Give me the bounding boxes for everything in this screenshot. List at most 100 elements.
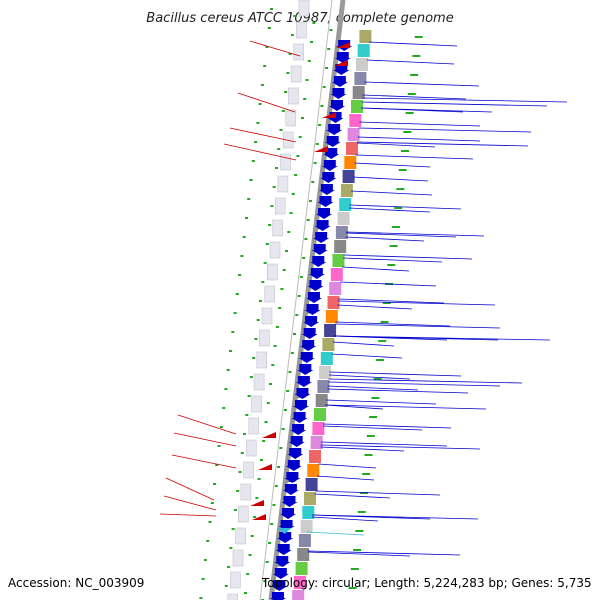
- marker-dash: [401, 150, 409, 152]
- reverse-track-box: [243, 461, 254, 479]
- marker-dash: [235, 293, 239, 295]
- forward-gene-leader: [357, 136, 481, 142]
- reverse-track-box: [296, 21, 307, 39]
- label-line-layer: [159, 40, 568, 557]
- reverse-track-box: [288, 87, 299, 105]
- gene-category-block: [324, 324, 337, 337]
- marker-dash: [310, 41, 314, 43]
- marker-dash: [244, 592, 247, 594]
- reverse-track-box: [230, 571, 241, 589]
- forward-gene-leader: [361, 107, 493, 113]
- feature-layer: [250, 30, 372, 600]
- gene-category-block: [359, 30, 372, 43]
- marker-dash: [304, 238, 308, 240]
- forward-gene-arrow: [320, 172, 337, 183]
- forward-gene-leader: [325, 404, 384, 410]
- marker-dash: [263, 65, 267, 67]
- reverse-gene-arrow: [258, 464, 272, 470]
- marker-dash: [311, 181, 315, 183]
- forward-gene-arrow: [313, 232, 330, 243]
- marker-dash: [398, 169, 407, 171]
- forward-gene-leader: [333, 335, 551, 341]
- forward-gene-arrow: [287, 448, 304, 459]
- forward-gene-leader: [316, 475, 375, 481]
- marker-dash: [293, 15, 297, 17]
- marker-dash: [306, 219, 310, 221]
- marker-dash: [313, 162, 317, 164]
- marker-dash: [369, 416, 378, 418]
- forward-gene-leader: [349, 207, 431, 213]
- marker-dash: [265, 46, 269, 48]
- marker-dash: [233, 312, 237, 314]
- marker-dash: [285, 250, 288, 252]
- gene-category-block: [356, 58, 368, 71]
- marker-dash: [226, 369, 230, 371]
- forward-gene-leader: [362, 97, 568, 103]
- marker-dash: [253, 516, 257, 518]
- forward-gene-arrow: [308, 268, 325, 279]
- reverse-gene-arrow: [334, 60, 348, 66]
- reverse-track-box: [238, 505, 249, 523]
- marker-dash: [215, 464, 219, 466]
- marker-dash: [286, 72, 290, 74]
- marker-dash: [396, 188, 405, 190]
- gene-category-block: [346, 142, 358, 155]
- marker-dash: [222, 407, 226, 409]
- forward-gene-leader: [346, 231, 485, 237]
- forward-gene-arrow: [311, 244, 328, 255]
- reverse-track-box: [261, 307, 273, 325]
- marker-dash: [298, 136, 302, 138]
- gene-category-block: [325, 310, 338, 323]
- forward-gene-arrow: [334, 52, 351, 63]
- forward-gene-leader: [337, 304, 413, 310]
- marker-dash: [329, 29, 333, 31]
- marker-dash: [305, 79, 309, 81]
- marker-dash: [318, 124, 322, 126]
- marker-dash: [295, 314, 299, 316]
- gene-category-block: [293, 576, 306, 589]
- marker-dash: [280, 288, 284, 290]
- marker-dash: [288, 53, 292, 55]
- marker-dash: [284, 91, 288, 93]
- marker-dash: [254, 338, 258, 340]
- marker-dash: [355, 530, 364, 532]
- reverse-track-box: [232, 549, 244, 567]
- forward-gene-leader: [320, 446, 405, 452]
- reverse-track-box: [251, 395, 262, 413]
- gene-category-block: [327, 296, 340, 309]
- gene-category-block: [297, 548, 310, 561]
- forward-gene-leader: [352, 176, 429, 182]
- gene-category-block: [352, 86, 365, 99]
- marker-dash: [263, 262, 267, 264]
- gene-category-block: [309, 450, 321, 463]
- marker-dash: [289, 212, 293, 214]
- marker-dash: [288, 371, 292, 373]
- reverse-track-box: [264, 285, 275, 303]
- marker-dash: [249, 376, 253, 378]
- marker-dash: [256, 122, 260, 124]
- marker-dash: [378, 340, 387, 342]
- marker-dash: [233, 509, 237, 511]
- gene-category-block: [315, 394, 328, 407]
- marker-dash: [236, 490, 240, 492]
- marker-dash: [206, 540, 210, 542]
- marker-dash: [272, 504, 276, 506]
- reverse-track-box: [267, 263, 278, 281]
- marker-dash: [301, 117, 304, 119]
- forward-gene-arrow: [318, 184, 335, 195]
- reverse-track-box: [245, 439, 257, 457]
- marker-dash: [287, 231, 291, 233]
- forward-gene-leader: [327, 388, 469, 394]
- forward-gene-leader: [315, 490, 441, 496]
- marker-dash: [243, 433, 246, 435]
- forward-gene-arrow: [295, 376, 312, 387]
- forward-gene-leader: [340, 281, 437, 287]
- forward-gene-leader: [355, 154, 474, 160]
- forward-gene-leader: [328, 378, 523, 384]
- marker-dash: [245, 217, 248, 219]
- marker-dash: [277, 466, 281, 468]
- forward-gene-leader: [332, 341, 395, 347]
- reverse-track-box: [240, 483, 252, 501]
- marker-dash: [250, 535, 254, 537]
- marker-dash: [325, 67, 328, 69]
